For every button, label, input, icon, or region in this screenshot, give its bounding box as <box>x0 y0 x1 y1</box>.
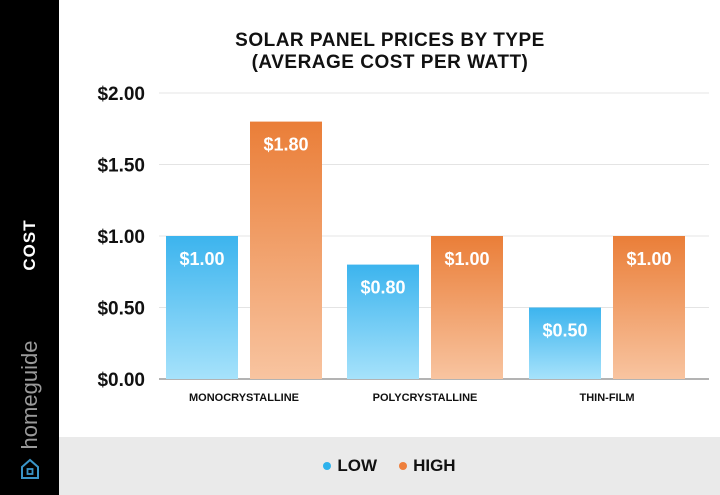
chart-title-line-2: (AVERAGE COST PER WATT) <box>251 52 529 73</box>
category-label: POLYCRYSTALLINE <box>373 392 478 404</box>
legend-label-high: HIGH <box>413 456 456 475</box>
bar-high <box>613 236 685 379</box>
category-label: THIN-FILM <box>580 392 635 404</box>
chart-title: SOLAR PANEL PRICES BY TYPE (AVERAGE COST… <box>120 30 660 74</box>
category-label: MONOCRYSTALLINE <box>189 392 299 404</box>
bar-value-label: $1.00 <box>444 249 489 269</box>
brand-logo-text: homeguide <box>17 340 42 450</box>
sidebar: COST homeguide <box>0 0 59 495</box>
y-tick-label: $0.50 <box>97 299 145 320</box>
y-tick-label: $2.00 <box>97 84 145 105</box>
house-icon <box>21 458 39 479</box>
y-tick-label: $1.00 <box>97 227 145 248</box>
bar-value-label: $1.00 <box>626 249 671 269</box>
legend-bar: LOW HIGH <box>59 437 720 495</box>
bar-low <box>166 236 238 379</box>
legend-item-low: LOW <box>323 456 377 476</box>
bar-high <box>250 121 322 379</box>
legend-dot-low <box>323 462 332 470</box>
bar-high <box>431 236 503 379</box>
bar-value-label: $1.80 <box>263 135 308 155</box>
y-tick-label: $1.50 <box>97 156 145 177</box>
bar-value-label: $0.80 <box>360 278 405 298</box>
legend-item-high: HIGH <box>399 456 456 476</box>
bar-chart: $0.00 $0.50 $1.00 $1.50 $2.00 $1.00 $1.80 MONOC… <box>97 84 709 404</box>
bar-low <box>529 307 601 379</box>
legend-dot-high <box>399 462 408 470</box>
bar-low <box>347 264 419 379</box>
chart-title-line-1: SOLAR PANEL PRICES BY TYPE <box>235 30 545 51</box>
legend-label-low: LOW <box>337 456 378 475</box>
bar-value-label: $0.50 <box>542 321 587 341</box>
bar-value-label: $1.00 <box>179 249 224 269</box>
legend: LOW HIGH <box>59 437 720 495</box>
y-tick-label: $0.00 <box>97 370 145 391</box>
y-axis-title: COST <box>20 219 39 271</box>
